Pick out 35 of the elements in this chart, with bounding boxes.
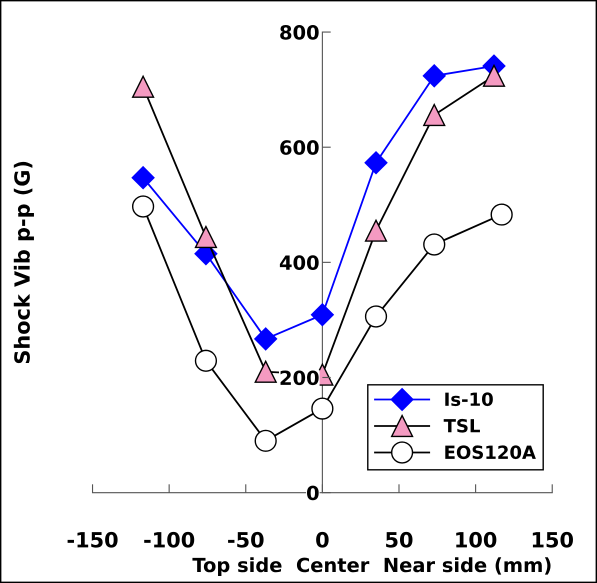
y-axis-title: Shock Vib p-p (G): [14, 162, 34, 364]
x-tick-label: -150: [68, 532, 118, 548]
point: [132, 195, 154, 218]
point: [254, 327, 278, 350]
point: [364, 220, 388, 242]
point: [490, 203, 513, 226]
point: [364, 305, 388, 328]
y-tick-label: 800: [280, 25, 319, 40]
x-tick-label: 0: [316, 532, 329, 548]
legend-label: Is-10: [445, 392, 493, 406]
x-tick-label: 150: [532, 532, 573, 548]
point: [310, 303, 334, 326]
y-tick-label: 0: [307, 486, 319, 500]
point: [423, 233, 446, 256]
point: [254, 360, 277, 383]
x-tick-label: 50: [386, 532, 412, 548]
point: [311, 397, 334, 420]
point: [194, 226, 218, 248]
point: [423, 104, 446, 126]
point: [132, 166, 155, 190]
y-tick-label: 200: [280, 370, 319, 386]
y-tick-label: 600: [280, 140, 319, 155]
legend-label: TSL: [444, 418, 480, 433]
legend-label: EOS120A: [445, 445, 536, 460]
x-tick-label: -100: [144, 532, 194, 548]
point: [422, 64, 446, 88]
point: [482, 64, 506, 87]
point: [194, 350, 218, 372]
x-axis-title: Top side Center Near side (mm): [192, 557, 551, 576]
point: [364, 151, 388, 174]
point: [132, 76, 154, 98]
x-tick-label: -50: [228, 532, 264, 548]
point: [254, 430, 277, 452]
x-tick-label: 100: [456, 532, 496, 548]
y-tick-label: 400: [280, 255, 319, 270]
